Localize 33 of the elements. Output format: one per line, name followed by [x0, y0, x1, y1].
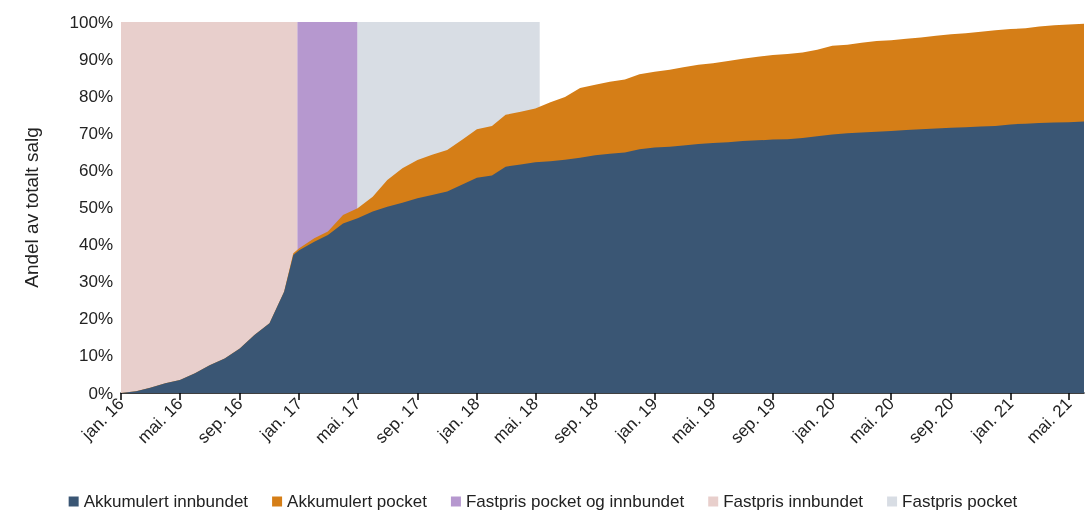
x-tick-label: mai. 17: [311, 394, 365, 448]
y-tick-label: 40%: [78, 235, 113, 255]
y-axis-title: Andel av totalt salg: [21, 127, 42, 288]
x-tick-label: sep. 19: [726, 394, 780, 448]
x-tick-label: sep. 17: [371, 394, 425, 448]
x-tick-label: jan. 19: [611, 394, 662, 445]
x-tick-label: mai. 18: [489, 394, 543, 448]
y-tick-label: 50%: [78, 198, 113, 217]
legend-label: Fastpris pocket: [902, 492, 1018, 511]
y-tick-label: 10%: [78, 346, 113, 366]
legend-label: Fastpris pocket og innbundet: [465, 492, 685, 511]
y-tick-label: 80%: [78, 86, 113, 106]
y-tick-label: 60%: [78, 160, 113, 180]
x-tick-label: jan. 17: [255, 394, 306, 445]
x-tick-label: mai. 21: [1022, 394, 1076, 448]
x-tick-label: mai. 16: [133, 394, 187, 448]
x-tick-label: jan. 21: [967, 394, 1018, 445]
x-tick-label: jan. 20: [788, 394, 840, 445]
x-tick-label: jan. 18: [433, 394, 484, 445]
y-tick-label: 70%: [78, 123, 113, 143]
y-tick-label: 30%: [78, 272, 113, 292]
y-tick-label: 90%: [78, 49, 113, 69]
x-tick-label: sep. 20: [904, 394, 958, 448]
x-tick-label: sep. 18: [549, 394, 602, 448]
y-tick-label: 0%: [88, 383, 113, 403]
legend-label: Fastpris innbundet: [723, 492, 864, 511]
y-tick-label: 100%: [69, 12, 113, 32]
legend-label: Akkumulert innbundet: [83, 492, 249, 511]
x-tick-label: sep. 16: [193, 394, 247, 448]
x-tick-label: mai. 19: [666, 394, 720, 448]
legend-label: Akkumulert pocket: [287, 492, 428, 511]
x-tick-label: mai. 20: [845, 394, 898, 448]
y-tick-label: 20%: [78, 309, 113, 329]
